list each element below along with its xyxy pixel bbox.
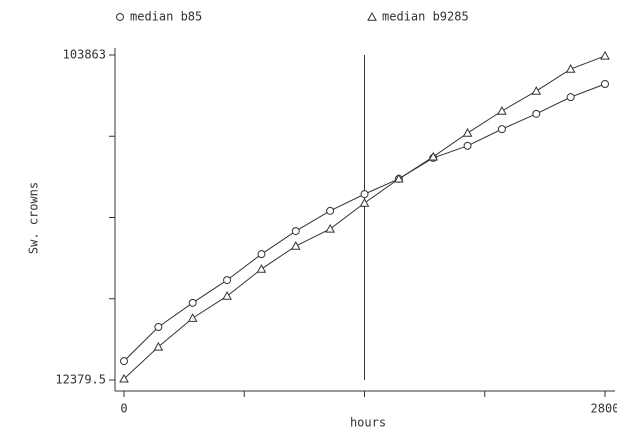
point — [119, 373, 129, 383]
point — [188, 298, 197, 307]
y-tick-label: 103863 — [63, 48, 106, 62]
legend-marker — [367, 11, 377, 21]
point — [497, 105, 507, 115]
point — [428, 151, 439, 161]
point — [531, 86, 542, 95]
point — [326, 206, 335, 215]
point — [462, 127, 473, 137]
point — [257, 250, 266, 259]
point — [256, 264, 267, 273]
point — [120, 357, 128, 366]
point — [187, 313, 198, 322]
x-tick-label: 2800 — [591, 402, 617, 416]
point — [222, 291, 232, 300]
point — [223, 276, 232, 285]
point — [291, 227, 300, 236]
point — [532, 109, 541, 118]
point — [565, 64, 576, 73]
point — [566, 93, 575, 102]
y-tick-label: 12379.5 — [55, 373, 106, 387]
point — [359, 197, 370, 207]
x-tick-label: 0 — [120, 402, 127, 416]
point — [290, 240, 301, 250]
point — [463, 141, 472, 150]
y-axis-label: Sw. crowns — [27, 182, 41, 254]
point — [497, 125, 506, 134]
point — [360, 190, 369, 199]
legend-label: median b85 — [130, 10, 202, 24]
point — [325, 223, 335, 233]
point — [154, 322, 163, 331]
point — [600, 50, 610, 60]
legend-label: median b9285 — [382, 10, 469, 24]
point — [601, 79, 609, 88]
legend-marker — [116, 13, 124, 21]
point — [153, 341, 164, 351]
point — [394, 173, 404, 183]
x-axis-label: hours — [350, 416, 386, 430]
